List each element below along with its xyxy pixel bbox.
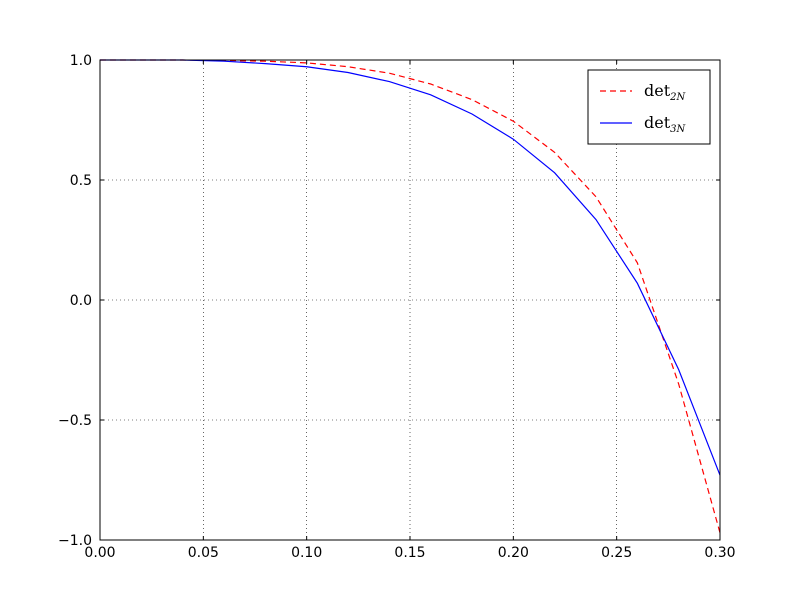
y-tick-label: −1.0: [58, 533, 92, 549]
legend-label-subscript: 2N: [669, 92, 686, 103]
legend-label-main: det: [644, 113, 671, 132]
x-tick-label: 0.20: [498, 545, 529, 561]
legend-label: det3N: [644, 113, 687, 135]
tick-layer: 0.00 0.05 0.10 0.15 0.20 0.25 0.30 1.0 0.5 0.0 −0.…: [58, 53, 736, 561]
legend-label-subscript: 3N: [670, 124, 686, 135]
x-tick-label: 0.05: [188, 545, 219, 561]
x-tick-label: 0.15: [394, 545, 425, 561]
x-tick-label: 0.30: [704, 545, 735, 561]
x-tick-label: 0.10: [291, 545, 322, 561]
x-tick-label: 0.00: [84, 545, 115, 561]
x-tick-label: 0.25: [601, 545, 632, 561]
legend-label-main: det: [644, 81, 671, 100]
legend-box: [587, 69, 711, 145]
legend-label: det2N: [644, 81, 687, 103]
y-tick-label: −0.5: [58, 413, 92, 429]
y-tick-label: 1.0: [70, 53, 92, 69]
y-tick-label: 0.5: [70, 173, 92, 189]
y-tick-label: 0.0: [70, 293, 92, 309]
